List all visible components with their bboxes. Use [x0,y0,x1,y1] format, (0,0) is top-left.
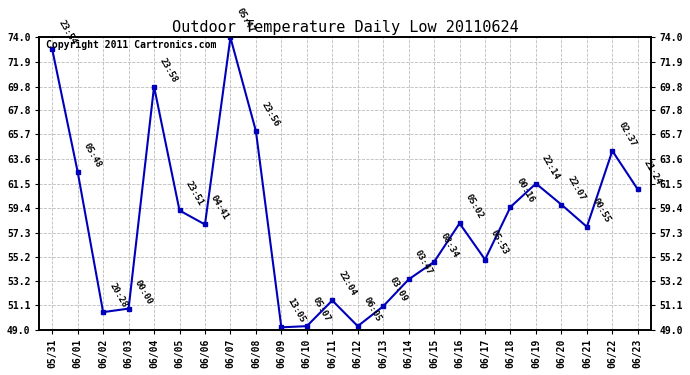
Text: 04:41: 04:41 [209,194,230,222]
Text: 05:48: 05:48 [82,141,103,169]
Text: 20:28: 20:28 [107,282,128,309]
Text: 03:09: 03:09 [387,276,408,303]
Text: 22:04: 22:04 [337,270,357,298]
Title: Outdoor Temperature Daily Low 20110624: Outdoor Temperature Daily Low 20110624 [172,20,518,35]
Text: 23:51: 23:51 [184,180,205,208]
Text: 21:24: 21:24 [642,159,663,187]
Text: 00:00: 00:00 [132,278,154,306]
Text: 00:16: 00:16 [515,176,536,204]
Text: 23:54: 23:54 [57,19,77,46]
Text: 03:47: 03:47 [413,249,434,277]
Text: 05:02: 05:02 [464,193,485,220]
Text: 22:07: 22:07 [566,174,586,202]
Text: 06:05: 06:05 [362,296,383,323]
Text: 23:56: 23:56 [260,100,282,128]
Text: 02:37: 02:37 [616,120,638,148]
Text: 13:05: 13:05 [286,297,307,324]
Text: 05:53: 05:53 [489,229,511,257]
Text: 08:34: 08:34 [438,231,460,259]
Text: 05:47: 05:47 [235,7,256,35]
Text: Copyright 2011 Cartronics.com: Copyright 2011 Cartronics.com [46,40,216,51]
Text: 05:07: 05:07 [311,296,332,323]
Text: 23:58: 23:58 [158,56,179,84]
Text: 00:55: 00:55 [591,196,612,224]
Text: 22:14: 22:14 [540,153,562,181]
